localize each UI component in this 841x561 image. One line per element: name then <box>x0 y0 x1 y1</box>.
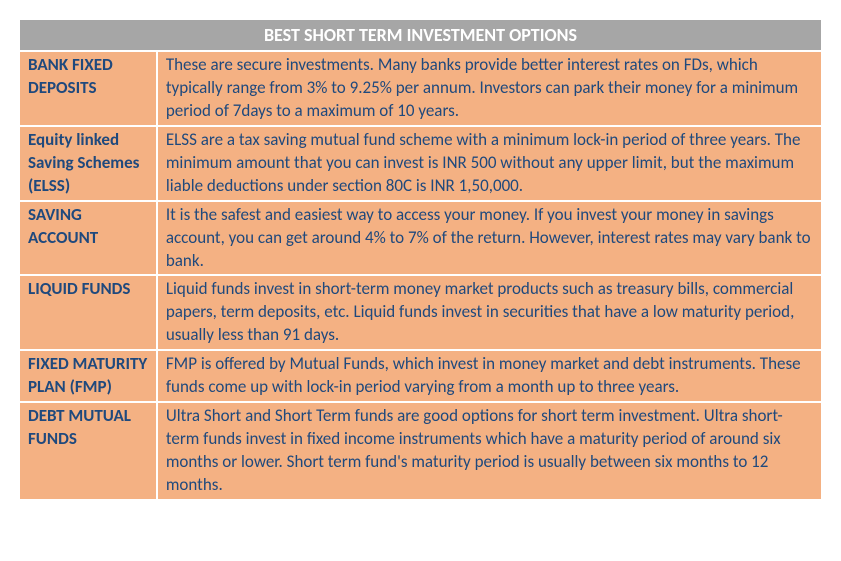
table-row: LIQUID FUNDSLiquid funds invest in short… <box>19 275 822 350</box>
option-name: LIQUID FUNDS <box>19 275 157 350</box>
table-row: SAVING ACCOUNTIt is the safest and easie… <box>19 201 822 276</box>
option-description: These are secure investments. Many banks… <box>157 51 822 126</box>
table-body: BANK FIXED DEPOSITSThese are secure inve… <box>19 51 822 500</box>
table-row: DEBT MUTUAL FUNDSUltra Short and Short T… <box>19 402 822 500</box>
table-header-row: BEST SHORT TERM INVESTMENT OPTIONS <box>19 19 822 51</box>
option-description: FMP is offered by Mutual Funds, which in… <box>157 350 822 402</box>
option-name: Equity linked Saving Schemes (ELSS) <box>19 126 157 201</box>
investment-options-table: BEST SHORT TERM INVESTMENT OPTIONS BANK … <box>18 18 823 501</box>
table-row: FIXED MATURITY PLAN (FMP)FMP is offered … <box>19 350 822 402</box>
option-name: DEBT MUTUAL FUNDS <box>19 402 157 500</box>
table-title: BEST SHORT TERM INVESTMENT OPTIONS <box>19 19 822 51</box>
option-name: SAVING ACCOUNT <box>19 201 157 276</box>
option-description: ELSS are a tax saving mutual fund scheme… <box>157 126 822 201</box>
option-description: Ultra Short and Short Term funds are goo… <box>157 402 822 500</box>
option-name: BANK FIXED DEPOSITS <box>19 51 157 126</box>
option-description: Liquid funds invest in short-term money … <box>157 275 822 350</box>
option-name: FIXED MATURITY PLAN (FMP) <box>19 350 157 402</box>
table-row: Equity linked Saving Schemes (ELSS)ELSS … <box>19 126 822 201</box>
table-row: BANK FIXED DEPOSITSThese are secure inve… <box>19 51 822 126</box>
option-description: It is the safest and easiest way to acce… <box>157 201 822 276</box>
